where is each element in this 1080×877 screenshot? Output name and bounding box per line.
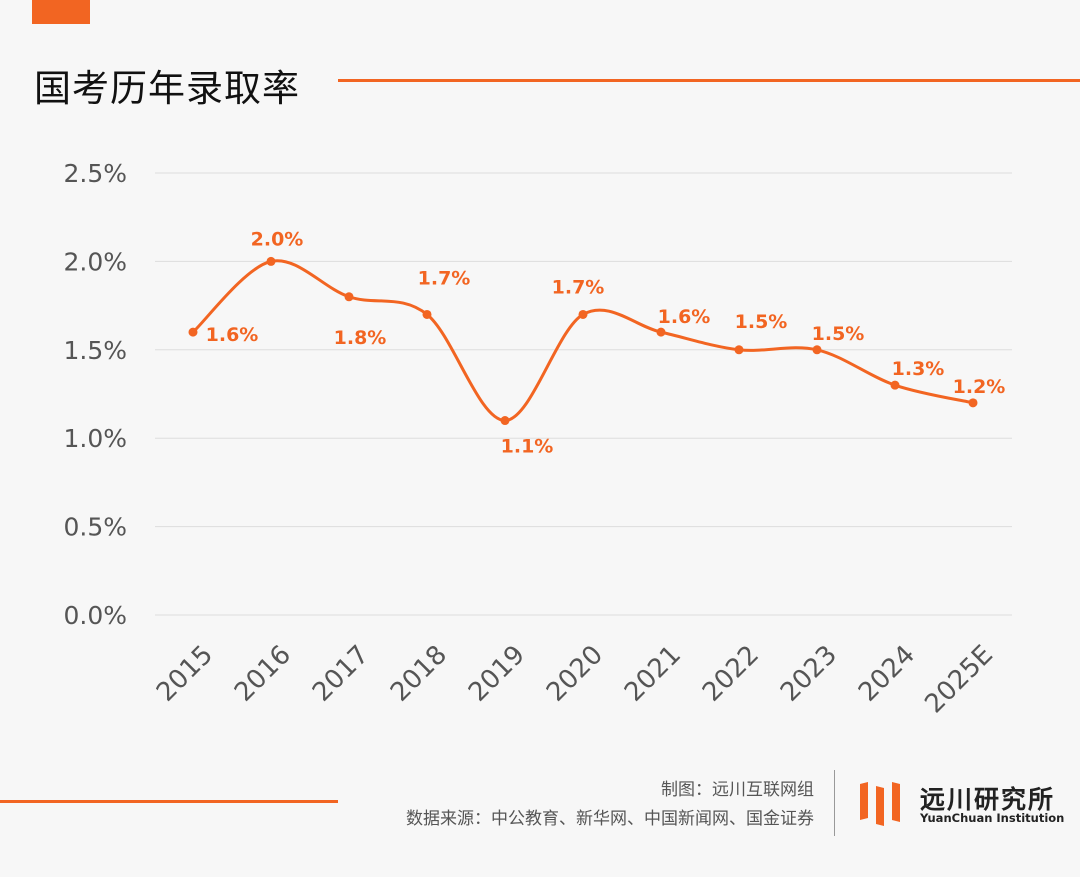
- data-labels: 1.6% 2.0% 1.8% 1.7% 1.1% 1.7% 1.6% 1.5% 1.5% 1.3%…: [206, 228, 1006, 457]
- data-point: [890, 380, 900, 390]
- data-point: [578, 309, 588, 319]
- data-label: 1.8%: [334, 327, 387, 349]
- y-axis-ticks: 0.0% 0.5% 1.0% 1.5% 2.0% 2.5%: [63, 159, 127, 630]
- x-tick-label: 2022: [697, 640, 765, 708]
- data-point: [266, 256, 276, 266]
- data-label: 1.2%: [953, 376, 1006, 398]
- page-title: 国考历年录取率: [34, 67, 300, 110]
- x-tick-label: 2024: [853, 640, 921, 708]
- y-tick-label: 0.0%: [63, 601, 127, 630]
- line-chart: 0.0%0.5%1.0%1.5%2.0%2.5% 2015 2016 2017 201…: [63, 159, 1012, 720]
- series-line: [191, 259, 974, 423]
- data-label: 1.5%: [735, 311, 788, 333]
- footer-text: 制图：远川互联网组 数据来源：中公教育、新华网、中国新闻网、国金证券: [406, 776, 814, 834]
- title-rule: [338, 79, 1080, 82]
- data-label: 1.1%: [501, 436, 554, 458]
- footer-source: 数据来源：中公教育、新华网、中国新闻网、国金证券: [406, 809, 814, 829]
- y-tick-label: 2.5%: [63, 159, 127, 188]
- logo-name-en: YuanChuan Institution: [920, 811, 1065, 825]
- y-tick-label: 1.0%: [63, 424, 127, 453]
- x-tick-label: 2017: [307, 640, 375, 708]
- x-tick-label: 2025E: [919, 640, 999, 720]
- data-point: [812, 345, 822, 355]
- data-point: [344, 292, 354, 302]
- data-label: 1.7%: [552, 276, 605, 298]
- footer-rule: [0, 800, 338, 803]
- data-label: 1.3%: [892, 358, 945, 380]
- header-accent-tab: [32, 0, 90, 24]
- x-tick-label: 2015: [151, 640, 219, 708]
- x-tick-label: 2018: [385, 640, 453, 708]
- logo-name-cn: 远川研究所: [920, 785, 1056, 814]
- x-axis-ticks: 2015 2016 2017 2018 2019 2020 2021 2022 2023 2024…: [151, 640, 999, 720]
- data-point: [968, 398, 978, 408]
- data-point: [734, 345, 744, 355]
- data-label: 1.6%: [206, 324, 259, 346]
- x-tick-label: 2020: [541, 640, 609, 708]
- y-tick-label: 0.5%: [63, 513, 127, 542]
- data-point: [656, 327, 666, 337]
- x-tick-label: 2021: [619, 640, 687, 708]
- chart-grid: [155, 172, 1012, 616]
- x-tick-label: 2016: [229, 640, 297, 708]
- footer-divider: [834, 770, 835, 836]
- footer-credit: 制图：远川互联网组: [661, 780, 814, 800]
- data-label: 2.0%: [251, 228, 304, 250]
- y-tick-label: 2.0%: [63, 247, 127, 276]
- data-point: [188, 327, 198, 337]
- data-label: 1.7%: [418, 267, 471, 289]
- data-point: [500, 416, 510, 426]
- data-label: 1.6%: [658, 306, 711, 328]
- data-points: [188, 256, 978, 426]
- data-point: [422, 309, 432, 319]
- x-tick-label: 2023: [775, 640, 843, 708]
- x-tick-label: 2019: [463, 640, 531, 708]
- logo-bars-icon: [860, 782, 900, 826]
- logo: 远川研究所 YuanChuan Institution: [858, 780, 1068, 828]
- y-tick-label: 1.5%: [63, 336, 127, 365]
- data-label: 1.5%: [812, 323, 865, 345]
